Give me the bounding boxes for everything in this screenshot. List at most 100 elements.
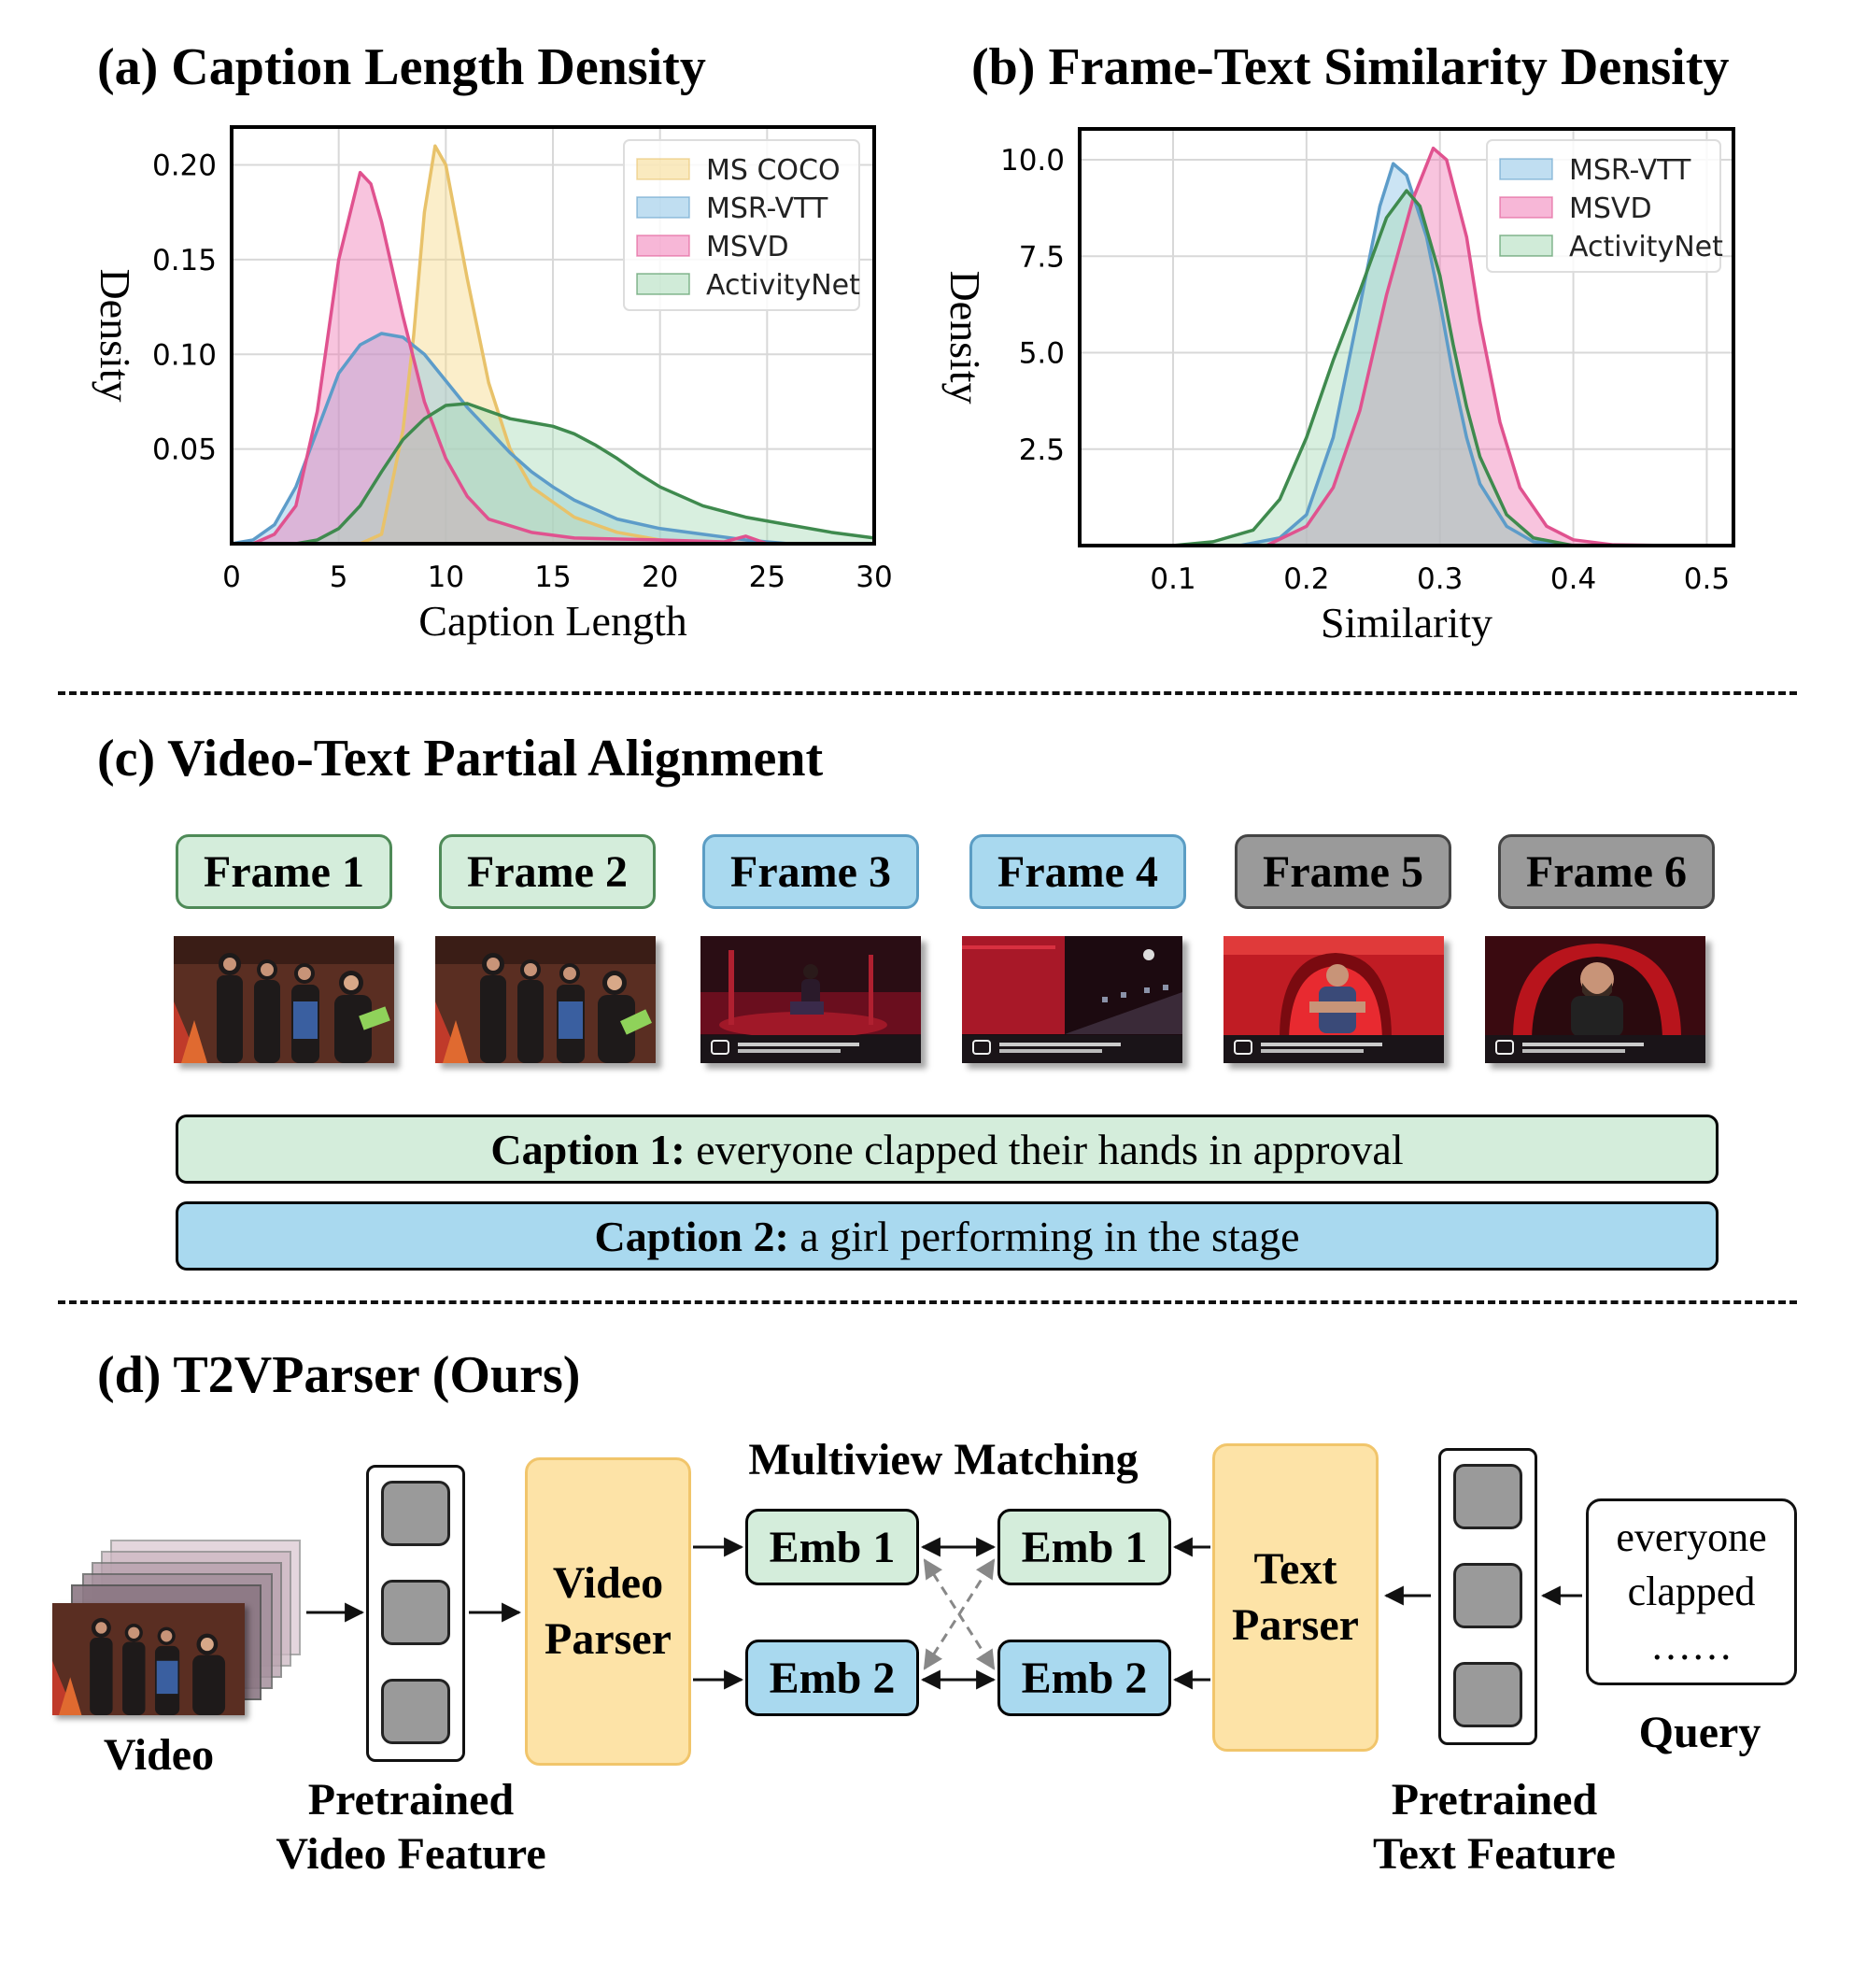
- video-feature-token: [381, 1580, 450, 1645]
- caption-1-label: Caption 1:: [490, 1125, 686, 1173]
- panel-d-title: (d) T2VParser (Ours): [97, 1346, 581, 1404]
- frame-1-thumbnail: [174, 936, 394, 1063]
- text-feature-label: Pretrained Text Feature: [1373, 1775, 1616, 1879]
- x-tick-label: 25: [749, 561, 785, 594]
- frame-6-thumbnail: [1485, 936, 1705, 1063]
- plot-frame: [1078, 127, 1735, 547]
- series-area-msvd: [252, 172, 768, 544]
- panel-b-title: (b) Frame-Text Similarity Density: [971, 38, 1730, 96]
- plot-frame: [230, 125, 876, 546]
- frame-6-label: Frame 6: [1498, 834, 1715, 909]
- series-line-msvd: [1266, 146, 1667, 547]
- diagram-arrows: [306, 1537, 1582, 1690]
- section-divider-2: [58, 1300, 1797, 1304]
- video-emb-1: Emb 1: [745, 1509, 919, 1585]
- series-line-msr-vtt: [1239, 162, 1574, 547]
- frame-4-thumbnail: [962, 936, 1182, 1063]
- y-tick-label: 10.0: [1000, 144, 1065, 178]
- text-emb-1: Emb 1: [997, 1509, 1171, 1585]
- series-area-ms-coco: [360, 146, 703, 544]
- y-axis-label: Density: [941, 270, 989, 404]
- text-parser-block: Text Parser: [1212, 1443, 1379, 1752]
- query-box: everyone clapped ……: [1586, 1498, 1797, 1685]
- legend-swatch: [636, 273, 690, 295]
- x-tick-label: 0.1: [1150, 562, 1195, 596]
- legend-swatch: [1499, 158, 1553, 180]
- x-tick-label: 0.5: [1684, 562, 1730, 596]
- query-label: Query: [1638, 1708, 1761, 1757]
- legend-swatch: [636, 158, 690, 180]
- video-stack-icon: [52, 1532, 304, 1719]
- video-feature-token: [381, 1679, 450, 1744]
- caption-2-text: a girl performing in the stage: [788, 1212, 1300, 1260]
- video-feature-token: [381, 1481, 450, 1546]
- legend-swatch: [636, 196, 690, 219]
- caption-2-label: Caption 2:: [594, 1212, 789, 1260]
- legend-entry: MSVD: [706, 231, 789, 263]
- x-tick-label: 0.4: [1550, 562, 1596, 596]
- series-area-msvd: [1266, 148, 1667, 547]
- y-tick-label: 2.5: [1019, 433, 1065, 467]
- similarity-chart: 0.1 0.2 0.3 0.4 0.5 2.5 5.0 7.5 10.0 Similarity De…: [941, 127, 1735, 646]
- video-feature-label: Pretrained Video Feature: [276, 1775, 546, 1879]
- series-line-msvd: [252, 170, 768, 546]
- text-feature-token: [1453, 1662, 1522, 1727]
- frame-5-label: Frame 5: [1235, 834, 1451, 909]
- x-tick-label: 0: [222, 561, 241, 594]
- legend-entry: MS COCO: [706, 154, 841, 187]
- caption-2-bar: Caption 2: a girl performing in the stag…: [176, 1201, 1719, 1271]
- x-axis-label: Similarity: [1321, 599, 1492, 646]
- frame-3-thumbnail: [700, 936, 921, 1063]
- frame-5-thumbnail: [1224, 936, 1444, 1063]
- y-tick-label: 5.0: [1019, 337, 1065, 371]
- section-divider-1: [58, 691, 1797, 695]
- x-tick-label: 0.3: [1417, 562, 1463, 596]
- series-area-msr-vtt: [1239, 163, 1574, 546]
- x-tick-label: 30: [856, 561, 892, 594]
- legend-swatch: [636, 234, 690, 257]
- legend-entry: ActivityNet: [1569, 231, 1723, 263]
- text-emb-2: Emb 2: [997, 1640, 1171, 1716]
- caption-length-chart: 0 5 10 15 20 25 30 0.05 0.10 0.15 0.20 Caption Leng…: [92, 125, 893, 645]
- frame-1-label: Frame 1: [176, 834, 392, 909]
- series-line-activitynet: [295, 402, 875, 546]
- y-axis-label: Density: [92, 268, 139, 402]
- x-tick-label: 15: [534, 561, 571, 594]
- x-tick-label: 5: [330, 561, 348, 594]
- frame-4-label: Frame 4: [969, 834, 1186, 909]
- video-feature-column: [366, 1465, 465, 1762]
- caption-1-text: everyone clapped their hands in approval: [685, 1125, 1404, 1173]
- x-tick-label: 0.2: [1283, 562, 1329, 596]
- x-axis-label: Caption Length: [418, 597, 686, 645]
- video-label: Video: [103, 1730, 215, 1780]
- text-feature-token: [1453, 1563, 1522, 1628]
- panel-a-title: (a) Caption Length Density: [97, 38, 706, 96]
- series-line-activitynet: [1172, 189, 1574, 547]
- y-tick-label: 0.05: [152, 433, 217, 467]
- y-tick-label: 0.20: [152, 149, 217, 183]
- legend-entry: ActivityNet: [706, 269, 860, 302]
- text-feature-token: [1453, 1464, 1522, 1529]
- legend-box: [623, 139, 860, 311]
- legend-entry: MSVD: [1569, 192, 1652, 225]
- frame-3-label: Frame 3: [702, 834, 919, 909]
- caption-1-bar: Caption 1: everyone clapped their hands …: [176, 1115, 1719, 1184]
- x-tick-label: 10: [428, 561, 464, 594]
- y-tick-label: 0.15: [152, 244, 217, 277]
- panel-c-title: (c) Video-Text Partial Alignment: [97, 730, 824, 788]
- frame-2-label: Frame 2: [439, 834, 656, 909]
- video-emb-2: Emb 2: [745, 1640, 919, 1716]
- series-line-ms-coco: [359, 144, 703, 546]
- y-tick-label: 7.5: [1019, 240, 1065, 274]
- video-parser-block: Video Parser: [525, 1457, 691, 1766]
- y-tick-label: 0.10: [152, 338, 217, 372]
- legend-entry: MSR-VTT: [706, 192, 828, 225]
- text-feature-column: [1438, 1448, 1537, 1745]
- legend-swatch: [1499, 234, 1553, 257]
- legend-swatch: [1499, 196, 1553, 219]
- legend-entry: MSR-VTT: [1569, 154, 1691, 187]
- multiview-matching-label: Multiview Matching: [748, 1435, 1139, 1484]
- x-tick-label: 20: [642, 561, 678, 594]
- series-area-activitynet: [295, 403, 874, 544]
- frame-2-thumbnail: [435, 936, 656, 1063]
